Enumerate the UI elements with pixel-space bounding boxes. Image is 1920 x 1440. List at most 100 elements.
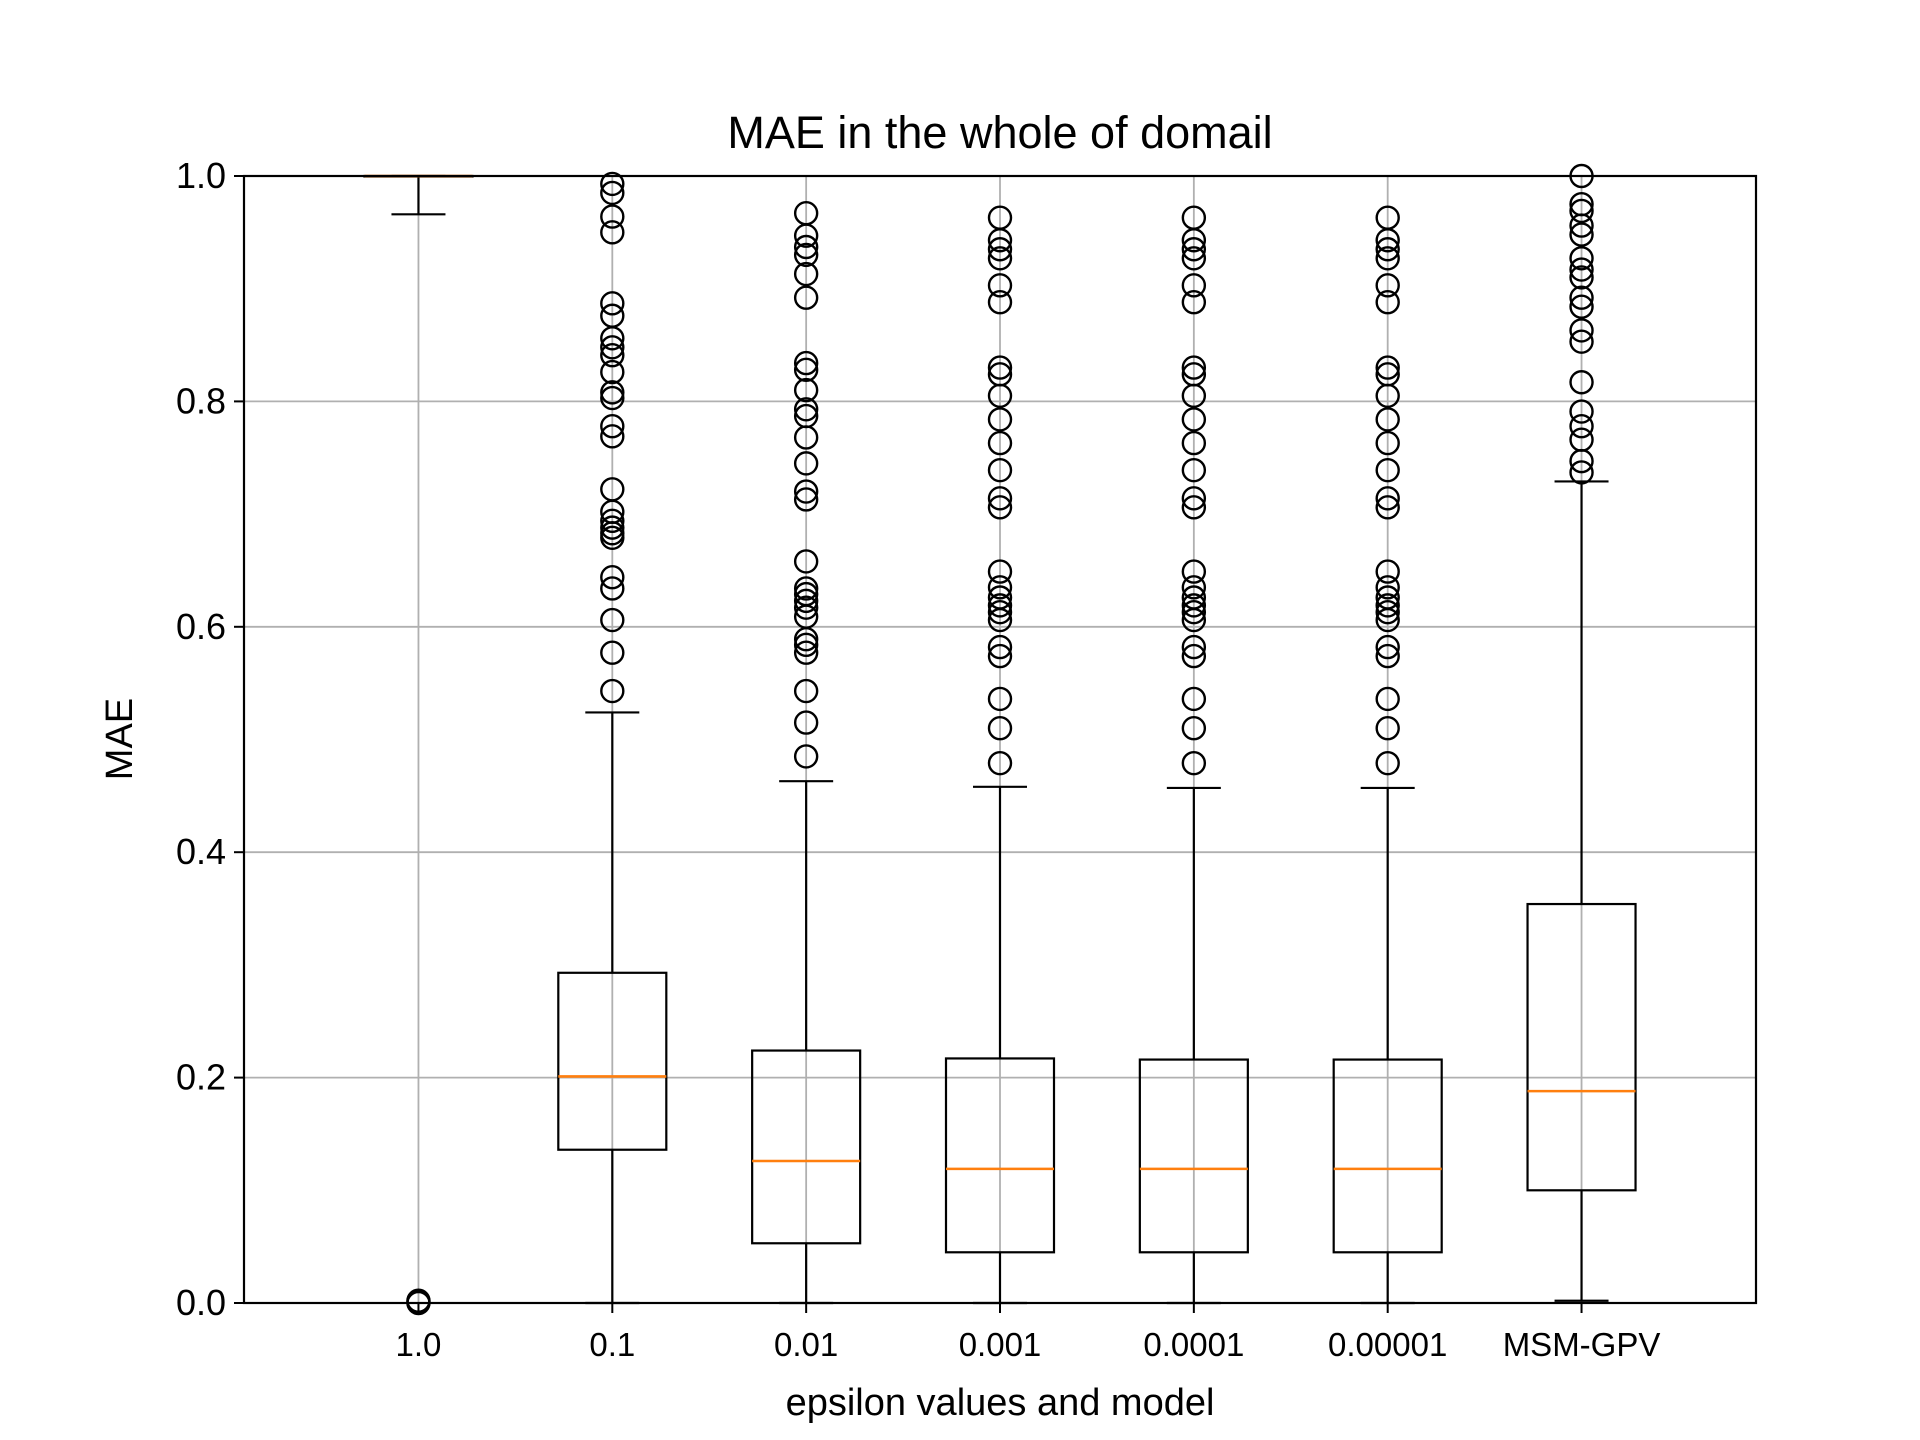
x-tick-label: 0.1 (589, 1326, 635, 1363)
outlier-point (987, 362, 1013, 387)
outlier-point (987, 643, 1013, 669)
outlier-point (1375, 750, 1400, 776)
outlier-point (1569, 294, 1594, 319)
outlier-point (1569, 460, 1594, 485)
outlier-point (600, 424, 625, 449)
outlier-point (793, 377, 819, 403)
x-axis-label: epsilon values and model (786, 1382, 1215, 1424)
outlier-point (600, 204, 625, 229)
box-iqr (1138, 1058, 1249, 1254)
outlier-point (793, 261, 819, 287)
outlier-point (1569, 257, 1594, 282)
y-tick-label: 1.0 (176, 155, 226, 196)
outlier-point (987, 599, 1013, 625)
outlier-point (1375, 593, 1400, 618)
outlier-point (600, 171, 625, 197)
outlier-point (1181, 593, 1207, 618)
outlier-point (1181, 362, 1207, 387)
outlier-point (987, 575, 1013, 600)
outlier-point (793, 576, 819, 601)
outlier-point (793, 242, 819, 268)
outlier-point (1181, 643, 1207, 669)
outlier-point (600, 508, 625, 534)
outlier-point (1375, 585, 1400, 610)
outlier-point (1569, 198, 1594, 224)
outlier-point (1181, 686, 1207, 712)
outlier-point (1181, 585, 1207, 610)
outlier-point (793, 678, 819, 704)
box-iqr (1332, 1058, 1443, 1254)
outlier-point (600, 515, 625, 540)
box-iqr (1526, 902, 1637, 1192)
outlier-point (1375, 716, 1400, 741)
outlier-point (600, 303, 625, 328)
outlier-point (1569, 246, 1594, 271)
outlier-point (793, 640, 819, 665)
outlier-point (1375, 355, 1400, 380)
outlier-point (987, 750, 1013, 776)
outlier-point (793, 487, 819, 512)
outlier-point (1181, 246, 1207, 271)
x-tick-label: 0.01 (774, 1326, 838, 1363)
outlier-point (1375, 634, 1400, 660)
outlier-point (987, 686, 1013, 712)
outlier-point (793, 588, 819, 614)
outlier-point (1375, 486, 1400, 511)
box-iqr (944, 1057, 1056, 1254)
outlier-point (600, 640, 625, 665)
outlier-point (1569, 427, 1594, 452)
outlier-point (600, 477, 625, 502)
y-axis-label: MAE (99, 698, 141, 780)
outlier-point (1181, 716, 1207, 741)
outlier-point (600, 413, 625, 439)
box-group (1526, 163, 1637, 1302)
outlier-point (793, 710, 819, 735)
outlier-point (1181, 355, 1207, 380)
outlier-point (1181, 430, 1207, 456)
box-group (751, 200, 862, 1305)
x-tick-label: 1.0 (396, 1326, 442, 1363)
box-series (363, 163, 1637, 1316)
outlier-point (793, 744, 819, 769)
outlier-point (987, 495, 1013, 520)
outlier-point (793, 595, 819, 620)
outlier-point (1569, 265, 1594, 290)
outlier-point (1181, 575, 1207, 600)
outlier-point (1569, 329, 1594, 354)
outlier-point (1181, 237, 1207, 262)
outlier-point (1375, 457, 1400, 483)
outlier-point (1375, 559, 1400, 584)
outlier-point (987, 355, 1013, 380)
outlier-point (1375, 643, 1400, 669)
outlier-point (793, 403, 819, 429)
box-iqr (557, 971, 668, 1151)
outlier-point (600, 359, 625, 385)
outlier-point (987, 559, 1013, 584)
outlier-point (1375, 273, 1400, 298)
outlier-point (987, 634, 1013, 660)
outlier-point (600, 180, 625, 206)
outlier-point (1181, 205, 1207, 230)
outlier-point (600, 380, 625, 405)
outlier-point (600, 335, 625, 360)
outlier-point (600, 607, 625, 633)
x-tick-label: MSM-GPV (1503, 1326, 1661, 1363)
outlier-point (1181, 599, 1207, 625)
outlier-point (987, 457, 1013, 483)
outlier-point (1569, 370, 1594, 395)
outlier-point (1181, 495, 1207, 520)
outlier-point (987, 290, 1013, 315)
outlier-point (987, 273, 1013, 298)
outlier-point (987, 246, 1013, 271)
outlier-point (987, 593, 1013, 618)
outlier-point (600, 576, 625, 601)
box-group (1138, 205, 1249, 1305)
outlier-point (793, 549, 819, 574)
y-tick-label: 0.8 (176, 380, 226, 421)
outlier-point (1569, 285, 1594, 310)
outlier-point (1181, 407, 1207, 432)
outlier-point (600, 342, 625, 368)
outlier-point (793, 397, 819, 422)
outlier-point (1569, 318, 1594, 343)
outlier-point (1375, 495, 1400, 520)
